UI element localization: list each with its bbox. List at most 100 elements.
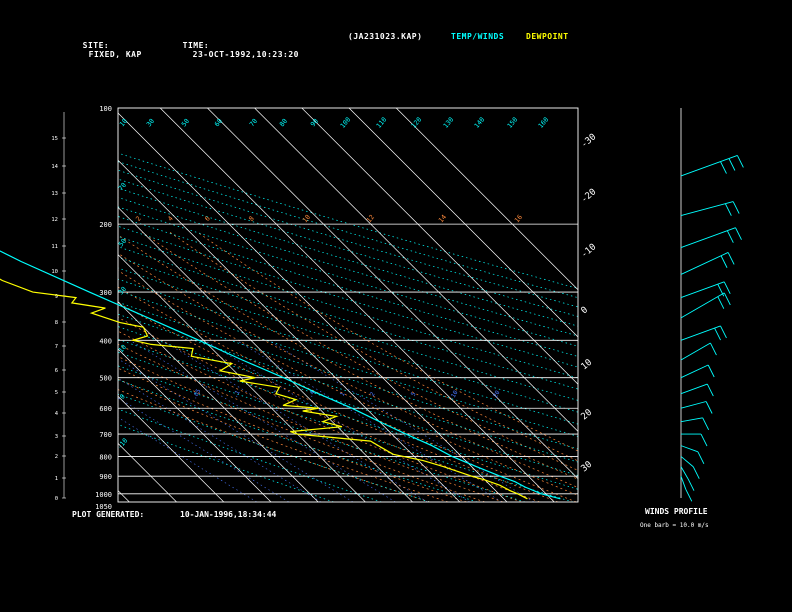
moist-adiabat-line — [118, 302, 559, 502]
wind-shaft — [680, 476, 687, 490]
pressure-tick-label: 500 — [99, 375, 112, 383]
altitude-tick-label: 4 — [55, 411, 59, 417]
dry-adiabat-line — [118, 351, 574, 502]
file-name: (JA231023.KAP) — [348, 32, 423, 41]
plot-generated-value: 10-JAN-1996,18:34:44 — [180, 510, 277, 519]
theta-label: 50 — [180, 117, 191, 128]
winds-profile — [680, 108, 744, 502]
moist-adiabat-label: 6 — [203, 215, 212, 223]
theta-label: 80 — [278, 117, 289, 128]
pressure-tick-label: 200 — [99, 221, 112, 229]
wind-barb — [705, 401, 713, 414]
dry-adiabat-line — [118, 379, 478, 502]
wind-barb — [720, 161, 727, 174]
altitude-tick-label: 10 — [51, 269, 58, 275]
wind-shaft — [680, 281, 725, 299]
wind-shaft — [680, 383, 708, 395]
wind-barb — [692, 466, 700, 479]
theta-left-label: 50 — [117, 237, 128, 248]
wind-shaft — [680, 364, 709, 379]
legend-dewpoint: DEWPOINT — [526, 32, 569, 41]
dry-adiabat-line — [118, 424, 334, 502]
dry-adiabat-line — [118, 235, 578, 379]
sounding-series — [0, 250, 561, 500]
theta-label: 140 — [473, 116, 487, 130]
pressure-tick-label: 600 — [99, 405, 112, 413]
moist-adiabat-label: 16 — [513, 213, 524, 224]
pressure-tick-label: 900 — [99, 473, 112, 481]
isotherm-line — [0, 108, 82, 502]
moist-adiabat-line — [118, 252, 578, 488]
wind-barb — [714, 327, 721, 341]
altitude-tick-label: 13 — [51, 191, 58, 197]
dry-adiabat-line — [118, 365, 526, 502]
moist-adiabat-label: 8 — [247, 215, 256, 223]
moist-adiabat-label: 2 — [134, 215, 143, 223]
wind-barb — [710, 342, 717, 356]
wind-barb — [720, 325, 727, 339]
theta-label: 70 — [248, 117, 259, 128]
wind-barb — [706, 383, 714, 397]
theta-label: 90 — [309, 117, 320, 128]
pressure-tick-label: 700 — [99, 431, 112, 439]
mixing-ratio-line — [118, 417, 257, 502]
isotherm-line — [118, 254, 366, 502]
theta-label: 30 — [145, 117, 156, 128]
theta-left-label: 0 — [118, 393, 127, 401]
wind-shaft — [680, 417, 703, 423]
isotherm-line — [159, 108, 555, 502]
moist-adiabat-line — [118, 286, 577, 502]
wind-shaft — [680, 154, 738, 177]
altitude-tick-label: 7 — [55, 344, 58, 350]
wind-barb — [726, 230, 734, 243]
altitude-tick-label: 2 — [55, 454, 58, 460]
theta-left-label: 70 — [117, 181, 128, 192]
moist-adiabat-label: 10 — [301, 213, 312, 224]
wind-barb — [697, 451, 705, 464]
altitude-tick-label: 3 — [55, 434, 58, 440]
time-label: TIME: — [182, 41, 210, 50]
right-temp-label: 0 — [580, 305, 591, 316]
wind-barb — [717, 284, 725, 297]
right-temp-label: 30 — [580, 460, 595, 475]
dry-adiabat-line — [118, 301, 578, 450]
mixing-ratio-lines — [118, 340, 535, 502]
axis-labels: 1002003004005006007008009001000105001234… — [51, 105, 599, 511]
winds-profile-note: One barb = 10.0 m/s — [640, 522, 709, 529]
wind-shaft — [680, 325, 721, 341]
time-block: TIME: 23-OCT-1992,10:23:20 — [172, 32, 299, 59]
wind-barb — [720, 255, 728, 268]
moist-adiabat-line — [118, 234, 578, 480]
theta-label: 160 — [537, 116, 551, 130]
moist-adiabat-label: 14 — [437, 213, 448, 224]
isotherm-line — [118, 301, 319, 502]
theta-label: 150 — [506, 116, 520, 130]
altitude-tick-label: 1 — [55, 476, 58, 482]
altitude-tick-label: 12 — [51, 217, 58, 223]
theta-label: 110 — [375, 116, 389, 130]
right-temp-label: -30 — [580, 132, 599, 150]
wind-barb — [732, 201, 740, 214]
winds-profile-title: WINDS PROFILE — [645, 507, 708, 516]
wind-shaft — [680, 456, 694, 468]
dry-adiabat-line — [118, 267, 578, 413]
wind-shaft — [680, 401, 707, 409]
dry-adiabat-line — [118, 393, 430, 502]
mixing-ratio-label: 10 — [450, 389, 460, 399]
moist-adiabat-label: 12 — [365, 213, 376, 224]
isotherm-line — [254, 108, 578, 432]
wind-barb — [728, 158, 736, 171]
right-temp-label: -20 — [580, 187, 599, 205]
theta-left-label: 10 — [117, 343, 128, 354]
theta-label: 100 — [339, 116, 353, 130]
dry-adiabat-line — [118, 206, 578, 347]
dry-adiabat-line — [118, 313, 578, 463]
wind-barb — [702, 417, 710, 431]
wind-shaft — [680, 252, 729, 275]
mixing-ratio-line — [161, 340, 428, 502]
plot-frame — [63, 107, 579, 503]
right-temp-label: 10 — [580, 358, 595, 373]
pressure-tick-label: 300 — [99, 289, 112, 297]
isotherm-line — [301, 108, 578, 385]
